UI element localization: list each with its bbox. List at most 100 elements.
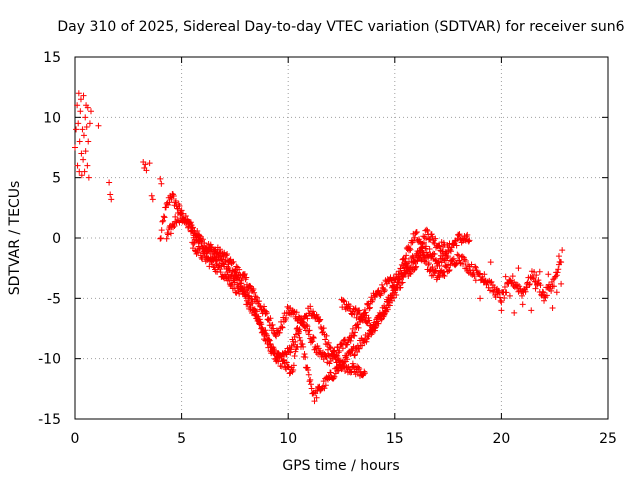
- data-point: [226, 267, 233, 274]
- data-point: [344, 341, 351, 348]
- data-point: [353, 314, 360, 321]
- data-point: [198, 254, 205, 261]
- data-point: [327, 369, 334, 376]
- data-point: [305, 327, 312, 334]
- data-point: [267, 315, 274, 322]
- data-point: [78, 172, 85, 179]
- data-point: [283, 359, 290, 366]
- data-point: [531, 269, 538, 276]
- data-point: [450, 241, 457, 248]
- y-tick-label: 0: [52, 231, 61, 247]
- data-point: [342, 367, 349, 374]
- data-point: [299, 341, 306, 348]
- data-point: [322, 382, 329, 389]
- data-point: [291, 353, 298, 359]
- data-point: [80, 92, 87, 99]
- data-point: [540, 289, 547, 296]
- data-point: [450, 255, 457, 262]
- x-axis-label: GPS time / hours: [282, 458, 399, 474]
- data-point: [252, 307, 259, 314]
- data-point: [464, 231, 471, 238]
- data-point: [236, 266, 243, 273]
- data-point: [330, 348, 337, 355]
- data-point: [347, 369, 354, 376]
- data-point: [552, 273, 559, 280]
- data-point: [371, 327, 378, 334]
- data-point: [511, 309, 518, 316]
- data-point: [243, 297, 250, 304]
- data-point: [95, 122, 102, 129]
- data-point: [347, 337, 354, 344]
- data-point: [263, 308, 270, 315]
- data-point: [180, 210, 187, 217]
- data-point: [487, 259, 494, 266]
- data-point: [242, 292, 249, 299]
- data-point: [296, 326, 303, 333]
- data-point: [441, 273, 448, 280]
- data-point: [233, 263, 240, 270]
- data-point: [351, 332, 358, 339]
- data-point: [148, 192, 155, 199]
- data-point: [432, 235, 439, 242]
- data-point: [393, 292, 400, 299]
- data-point: [223, 252, 230, 259]
- data-point: [251, 289, 258, 296]
- data-point: [435, 258, 442, 265]
- data-point: [339, 297, 346, 304]
- data-point: [305, 367, 312, 374]
- data-point: [269, 346, 276, 353]
- data-point: [398, 270, 405, 277]
- data-point: [165, 231, 172, 238]
- data-point: [310, 334, 317, 341]
- data-point: [383, 304, 390, 311]
- data-point: [305, 371, 312, 378]
- data-point: [495, 287, 502, 294]
- data-point: [455, 252, 462, 259]
- data-point: [216, 262, 223, 269]
- data-point: [462, 236, 469, 243]
- data-point: [157, 175, 164, 182]
- data-point: [352, 329, 359, 336]
- data-point: [241, 271, 248, 278]
- data-point: [334, 367, 341, 374]
- data-point: [300, 319, 307, 326]
- data-point: [72, 144, 78, 151]
- data-point: [349, 325, 356, 332]
- data-point: [257, 319, 264, 326]
- data-point: [460, 261, 467, 268]
- data-point: [241, 291, 248, 298]
- data-point: [189, 224, 196, 231]
- x-tick-label: 20: [492, 431, 510, 447]
- data-point: [447, 248, 454, 255]
- data-point: [82, 148, 89, 155]
- data-point: [194, 227, 201, 234]
- data-point: [421, 258, 428, 265]
- data-point: [436, 274, 443, 281]
- data-point: [307, 303, 314, 310]
- data-point: [445, 268, 452, 275]
- data-point: [354, 349, 361, 356]
- data-point: [339, 340, 346, 347]
- data-point: [431, 250, 438, 257]
- data-point: [172, 198, 179, 205]
- data-point: [292, 348, 299, 355]
- data-point: [457, 259, 464, 266]
- data-point: [195, 231, 202, 238]
- data-point: [327, 357, 334, 364]
- data-point: [436, 262, 443, 269]
- data-point: [219, 256, 226, 263]
- data-point: [472, 277, 479, 284]
- data-point: [230, 258, 237, 265]
- data-point: [304, 323, 311, 330]
- data-point: [278, 363, 285, 370]
- data-point: [488, 278, 495, 285]
- data-point: [412, 264, 419, 271]
- y-tick-label: -15: [38, 412, 61, 428]
- data-point: [263, 332, 270, 339]
- data-point: [456, 231, 463, 238]
- data-point: [423, 254, 430, 261]
- data-point: [270, 325, 277, 332]
- data-point: [366, 304, 373, 311]
- data-point: [348, 368, 355, 375]
